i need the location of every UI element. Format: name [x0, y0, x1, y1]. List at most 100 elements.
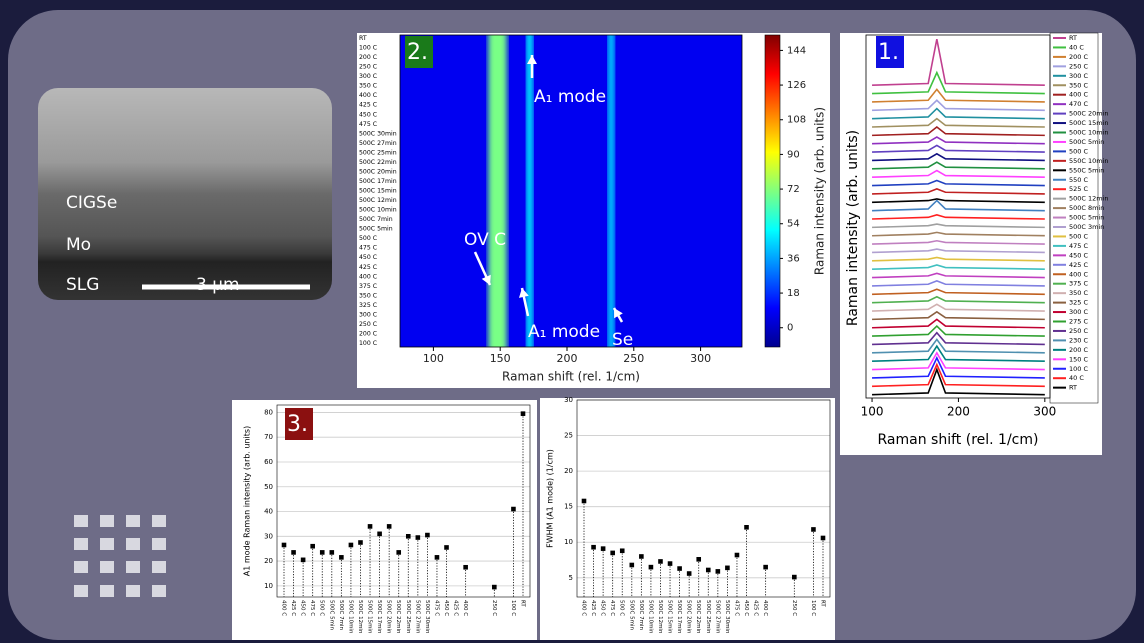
marker: [320, 550, 325, 555]
annotation: A₁ mode: [528, 322, 600, 342]
annotation: A₁ mode: [534, 87, 606, 107]
panel-label: 3.: [287, 412, 308, 437]
x-tick-label: 450 C: [600, 600, 606, 616]
y-tick-label: 40: [264, 508, 273, 516]
y-tick-label: 20: [264, 557, 273, 565]
x-tick-label: 400 C: [762, 600, 768, 616]
legend-label: 150 C: [1069, 355, 1088, 363]
slide: CIGSe Mo SLG 3 μm RT100 C200 C250 C300 C…: [0, 0, 1144, 643]
annotation: Se: [612, 330, 633, 350]
colorbar-tick-label: 0: [787, 323, 793, 334]
heatmap-background: [400, 35, 742, 347]
marker: [668, 561, 673, 566]
legend-label: RT: [1069, 384, 1077, 392]
legend-label: 550C 10min: [1069, 157, 1109, 165]
marker: [511, 507, 516, 512]
x-tick-label: 500C 25min: [405, 600, 411, 634]
x-tick-label: 475 C: [309, 600, 315, 616]
marker: [396, 550, 401, 555]
y-tick-label: 350 C: [359, 83, 377, 90]
sem-image: CIGSe Mo SLG 3 μm: [38, 88, 332, 300]
y-tick-label: 375 C: [359, 283, 377, 290]
x-tick-label: 300: [690, 352, 711, 365]
legend-label: 350 C: [1069, 289, 1088, 297]
legend-label: 300 C: [1069, 308, 1088, 316]
y-tick-label: 350 C: [359, 292, 377, 299]
heatmap-band: [488, 25, 507, 357]
marker: [735, 553, 740, 558]
legend-label: 250 C: [1069, 62, 1088, 70]
x-tick-label: 500C 5min: [628, 600, 634, 630]
x-tick-label: 425 C: [753, 600, 759, 616]
legend-label: 450 C: [1069, 251, 1088, 259]
y-tick-label: 500C 30min: [359, 130, 397, 137]
x-tick-label: 500C 20min: [686, 600, 692, 634]
marker: [725, 566, 730, 571]
colorbar-tick-label: 144: [787, 45, 806, 56]
layer-label: CIGSe: [66, 193, 117, 213]
y-tick-label: 300 C: [359, 311, 377, 318]
x-tick-label: 500C 17min: [676, 600, 682, 634]
y-tick-label: 500C 12min: [359, 197, 397, 204]
x-tick-label: 250 C: [791, 600, 797, 616]
legend-label: 230 C: [1069, 336, 1088, 344]
x-tick-label: 500C 12min: [657, 600, 663, 634]
marker: [630, 563, 635, 568]
x-tick-label: 100: [423, 352, 444, 365]
marker: [677, 566, 682, 571]
y-tick-label: 500C 25min: [359, 149, 397, 156]
y-axis-label: Raman intensity (arb. units): [845, 130, 861, 326]
marker: [521, 411, 526, 416]
x-tick-label: 500C 27min: [414, 600, 420, 634]
x-tick-label: 150: [490, 352, 511, 365]
scale-label: 3 μm: [196, 275, 240, 295]
x-tick-label: 450 C: [443, 600, 449, 616]
x-tick-label: 425 C: [290, 600, 296, 616]
marker: [620, 548, 625, 553]
legend-label: 500C 20min: [1069, 110, 1109, 118]
marker: [821, 536, 826, 541]
legend-label: 500C 10min: [1069, 129, 1109, 137]
marker: [639, 554, 644, 559]
y-tick-label: 500C 5min: [359, 226, 393, 233]
marker: [687, 571, 692, 576]
x-tick-label: 400 C: [462, 600, 468, 616]
legend-label: 550C 5min: [1069, 166, 1104, 174]
marker: [425, 533, 430, 538]
x-tick-label: 400 C: [581, 600, 587, 616]
legend-label: 470 C: [1069, 100, 1088, 108]
marker: [658, 559, 663, 564]
legend-label: 550 C: [1069, 176, 1088, 184]
x-tick-label: 475 C: [609, 600, 615, 616]
legend-label: 500C 12min: [1069, 195, 1109, 203]
x-tick-label: 500C 30min: [724, 600, 730, 634]
marker: [463, 565, 468, 570]
x-tick-label: 500C 25min: [705, 600, 711, 634]
y-tick-label: 250 C: [359, 321, 377, 328]
legend-label: 250 C: [1069, 327, 1088, 335]
x-tick-label: 500C 12min: [357, 600, 363, 634]
x-tick-label: 200: [947, 405, 970, 419]
y-tick-label: 20: [564, 467, 573, 475]
y-tick-label: 500 C: [359, 235, 377, 242]
legend-label: 40 C: [1069, 374, 1084, 382]
marker: [792, 575, 797, 580]
legend-label: 300 C: [1069, 72, 1088, 80]
marker: [649, 565, 654, 570]
y-tick-label: 70: [264, 433, 273, 441]
marker: [811, 527, 816, 532]
y-tick-label: 400 C: [359, 273, 377, 280]
x-tick-label: 500C 7min: [638, 600, 644, 630]
y-tick-label: RT: [359, 35, 367, 42]
x-tick-label: 400 C: [281, 600, 287, 616]
legend-label: 425 C: [1069, 261, 1088, 269]
y-tick-label: 80: [264, 408, 273, 416]
colorbar-tick-label: 18: [787, 288, 800, 299]
marker: [330, 550, 335, 555]
x-tick-label: RT: [820, 600, 826, 607]
legend-label: 200 C: [1069, 346, 1088, 354]
x-tick-label: 500C 5min: [328, 600, 334, 630]
y-tick-label: 475 C: [359, 245, 377, 252]
marker: [368, 524, 373, 529]
legend-label: RT: [1069, 34, 1077, 42]
